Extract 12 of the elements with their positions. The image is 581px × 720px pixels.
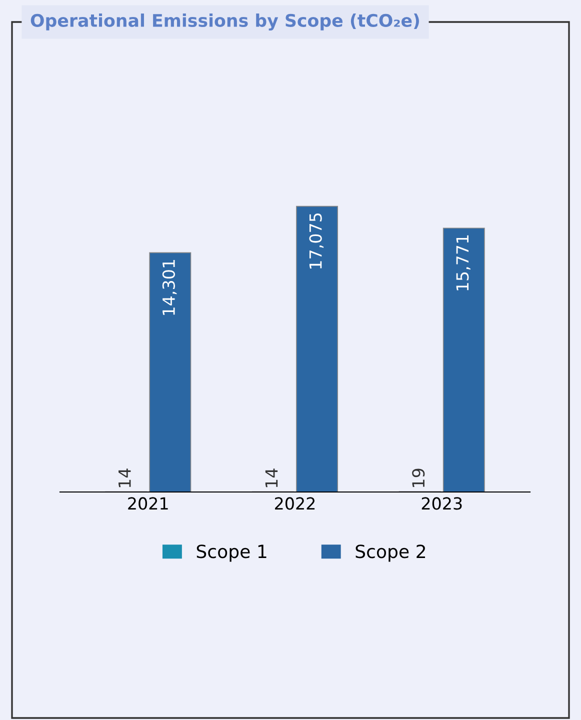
data-label: 14,301 (162, 260, 177, 315)
data-label: 19 (412, 468, 425, 487)
legend-label: Scope 1 (196, 544, 266, 562)
chart-title: Operational Emissions by Scope (tCO₂e) (30, 14, 419, 30)
legend-label: Scope 2 (356, 544, 426, 562)
data-label: 17,075 (309, 213, 324, 268)
data-label: 14 (118, 468, 131, 488)
data-label: 14 (265, 468, 278, 488)
x-tick-label: 2023 (422, 497, 462, 510)
x-tick-label: 2021 (128, 497, 168, 510)
x-tick-label: 2022 (275, 497, 315, 510)
data-label: 15,771 (456, 235, 470, 290)
